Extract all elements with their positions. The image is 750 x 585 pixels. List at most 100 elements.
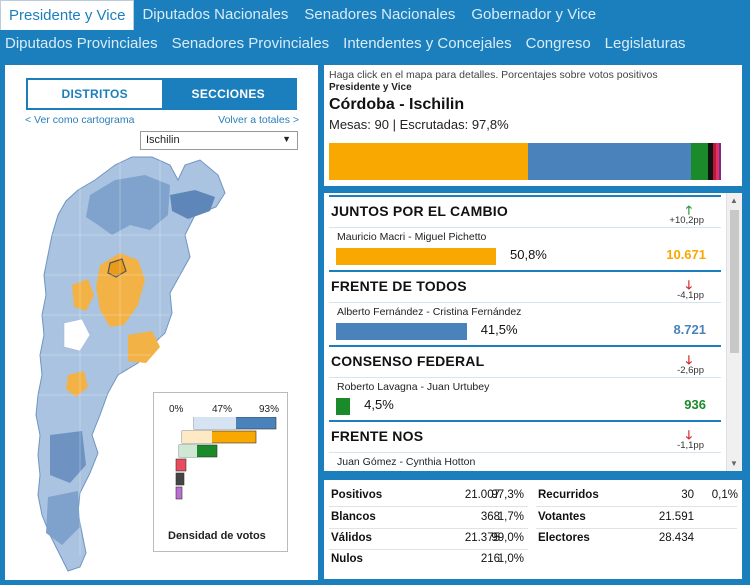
toggle-distritos[interactable]: DISTRITOS — [28, 80, 162, 108]
region-misiones — [170, 190, 215, 219]
stat-recurridos-value: 30 — [681, 489, 694, 501]
results-list: ▲ ▼ JUNTOS POR EL CAMBIO 🡑 +10,2pp Mauricio… — [324, 193, 742, 471]
share-percent: 41,5% — [480, 322, 518, 337]
party-divider — [329, 420, 721, 422]
stat-validos-pct: 99,0% — [491, 532, 524, 544]
department-borders — [38, 160, 190, 555]
tab-diputados-nacionales[interactable]: Diputados Nacionales — [142, 6, 289, 23]
results-scrollbar[interactable]: ▲ ▼ — [726, 193, 742, 471]
party-trend: -4,1pp — [677, 290, 704, 301]
map-panel: DISTRITOS SECCIONES < Ver como cartogram… — [5, 65, 318, 580]
region-santa-cruz — [46, 491, 80, 545]
party-name: JUNTOS POR EL CAMBIO — [331, 203, 508, 219]
legend-min: 0% — [169, 404, 184, 415]
stat-positivos-pct: 97,3% — [491, 489, 524, 501]
stat-votantes-label: Votantes — [538, 511, 586, 523]
candidate-divider — [329, 377, 721, 378]
legend-mid: 47% — [212, 404, 233, 415]
legend-histogram — [175, 417, 277, 500]
candidate-divider — [329, 227, 721, 228]
region-la-pampa — [66, 371, 88, 397]
candidate-divider — [329, 452, 721, 453]
region-white — [63, 318, 91, 352]
party-trend: -2,6pp — [677, 365, 704, 376]
nav-row-elections: Presidente y Vice Diputados Nacionales S… — [0, 0, 604, 30]
party-row[interactable]: CONSENSO FEDERAL 🡓 -2,6pp Roberto Lavagna -… — [324, 345, 726, 420]
stat-blancos-pct: 1,7% — [497, 511, 524, 523]
stats-divider — [329, 549, 528, 550]
vote-count: 10.671 — [666, 247, 706, 262]
party-trend: +10,2pp — [669, 215, 704, 226]
stacked-bar-segment — [712, 143, 716, 180]
stats-divider — [329, 528, 528, 529]
stat-nulos-value: 216 — [480, 553, 500, 565]
tab-senadores-nacionales[interactable]: Senadores Nacionales — [304, 6, 456, 23]
stat-electores-label: Electores — [538, 532, 590, 544]
region-chubut — [50, 431, 86, 483]
tab-intendentes[interactable]: Intendentes y Concejales — [343, 35, 512, 52]
candidate-names: Roberto Lavagna - Juan Urtubey — [337, 381, 490, 393]
cartogram-link[interactable]: < Ver como cartograma — [25, 114, 135, 126]
share-percent: 50,8% — [510, 247, 547, 262]
stacked-bar-segment — [715, 143, 719, 180]
section-select-value: Ischilin — [146, 134, 180, 146]
party-row[interactable]: JUNTOS POR EL CAMBIO 🡑 +10,2pp Mauricio Mac… — [324, 195, 726, 270]
tab-congreso[interactable]: Congreso — [525, 35, 591, 52]
section-select[interactable]: Ischilin ▼ — [140, 131, 298, 150]
arrow-down-icon: 🡓 — [685, 353, 692, 367]
stat-blancos-label: Blancos — [331, 511, 376, 523]
stacked-bar-segment — [690, 143, 709, 180]
stat-validos-label: Válidos — [331, 532, 372, 544]
party-trend: -1,1pp — [677, 440, 704, 451]
stats-divider — [536, 506, 737, 507]
vote-count: 8.721 — [673, 322, 706, 337]
scroll-up-icon[interactable]: ▲ — [730, 196, 738, 205]
stacked-bar-segment — [528, 143, 691, 180]
region-san-luis — [72, 279, 94, 311]
stats-divider — [536, 528, 737, 529]
argentina-map[interactable] — [20, 135, 230, 580]
tab-presidente[interactable]: Presidente y Vice — [0, 0, 135, 30]
toggle-secciones[interactable]: SECCIONES — [161, 80, 295, 108]
stats-panel: Positivos 21.007 97,3% Blancos 368 1,7% … — [324, 480, 742, 579]
share-bar — [336, 398, 351, 415]
scroll-down-icon[interactable]: ▼ — [730, 459, 738, 468]
summary-mesas: Mesas: 90 | Escrutadas: 97,8% — [329, 117, 509, 132]
results-stacked-bar — [329, 143, 721, 180]
candidate-names: Mauricio Macri - Miguel Pichetto — [337, 231, 487, 243]
share-bar — [336, 323, 467, 340]
party-name: FRENTE NOS — [331, 428, 424, 444]
region-north — [86, 175, 170, 235]
party-divider — [329, 270, 721, 272]
stacked-bar-segment — [708, 143, 713, 180]
party-row[interactable]: FRENTE DE TODOS 🡓 -4,1pp Alberto Fernández … — [324, 270, 726, 345]
party-row[interactable]: FRENTE NOS 🡓 -1,1pp Juan Gómez - Cynthia Ho… — [324, 420, 726, 471]
party-name: CONSENSO FEDERAL — [331, 353, 485, 369]
arrow-up-icon: 🡑 — [685, 203, 692, 217]
stat-nulos-pct: 1,0% — [497, 553, 524, 565]
stacked-bar-segment — [329, 143, 529, 180]
summary-panel: Haga click en el mapa para detalles. Por… — [324, 65, 742, 186]
stat-nulos-label: Nulos — [331, 553, 363, 565]
arrow-down-icon: 🡓 — [685, 428, 692, 442]
nav-row-local: Diputados Provinciales Senadores Provinc… — [0, 29, 693, 58]
scroll-thumb[interactable] — [730, 210, 739, 353]
back-to-totals-link[interactable]: Volver a totales > — [218, 114, 299, 126]
candidate-names: Juan Gómez - Cynthia Hotton — [337, 456, 476, 468]
party-divider — [329, 195, 721, 197]
summary-place: Córdoba - Ischilin — [329, 96, 465, 113]
tab-legislaturas[interactable]: Legislaturas — [604, 35, 686, 52]
tab-senadores-provinciales[interactable]: Senadores Provinciales — [171, 35, 330, 52]
stat-electores-value: 28.434 — [658, 532, 694, 544]
party-name: FRENTE DE TODOS — [331, 278, 467, 294]
top-navigation: Presidente y Vice Diputados Nacionales S… — [0, 0, 750, 62]
candidate-names: Alberto Fernández - Cristina Fernández — [337, 306, 522, 318]
tab-gobernador[interactable]: Gobernador y Vice — [471, 6, 597, 23]
stacked-bar-segment — [718, 143, 721, 180]
stat-recurridos-pct: 0,1% — [711, 489, 738, 501]
tab-diputados-provinciales[interactable]: Diputados Provinciales — [5, 35, 158, 52]
candidate-divider — [329, 302, 721, 303]
stat-validos-value: 21.375 — [464, 532, 500, 544]
map-level-toggle: DISTRITOS SECCIONES — [26, 78, 297, 110]
stat-recurridos-label: Recurridos — [538, 489, 599, 501]
